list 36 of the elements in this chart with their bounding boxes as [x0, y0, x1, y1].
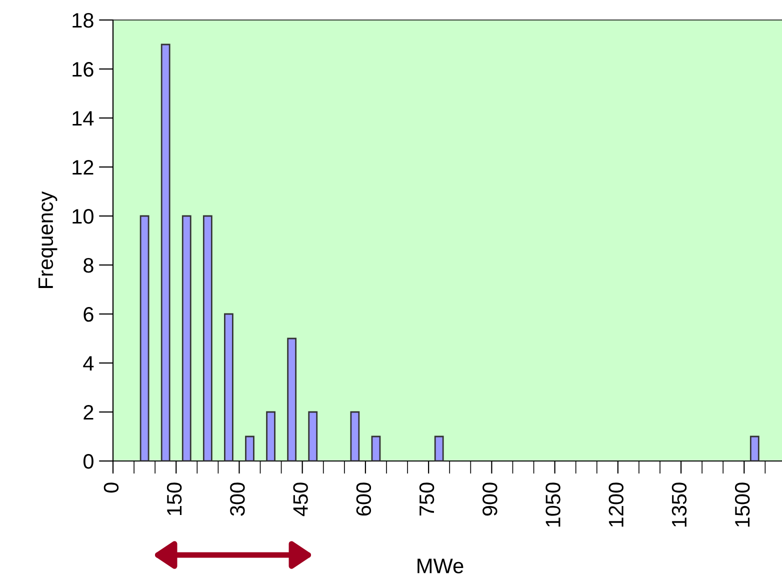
x-tick-label: 1350: [672, 482, 687, 527]
bar: [750, 436, 760, 461]
y-tick-label: 2: [84, 405, 94, 420]
bar: [266, 411, 276, 461]
x-tick-label: 300: [230, 482, 245, 516]
y-tick-label: 18: [72, 13, 94, 28]
y-tick-label: 10: [72, 209, 94, 224]
x-tick-label: 600: [356, 482, 372, 516]
x-axis-title: MWe: [418, 558, 464, 574]
bar: [308, 411, 318, 461]
bar: [202, 215, 212, 461]
y-tick-label: 8: [84, 258, 94, 273]
bar: [350, 411, 360, 461]
x-tick-label: 150: [166, 482, 182, 515]
x-tick-label: 0: [104, 482, 119, 493]
y-tick-label: 12: [72, 160, 94, 175]
bar: [182, 215, 192, 461]
bar: [224, 313, 234, 461]
bar: [371, 436, 381, 461]
x-tick-label: 1500: [734, 482, 750, 527]
y-axis-title: Frequency: [38, 191, 58, 288]
y-tick-label: 6: [84, 307, 94, 322]
x-tick-label: 1200: [608, 482, 624, 527]
bar: [160, 44, 170, 461]
y-tick-label: 16: [72, 62, 94, 77]
x-tick-label: 450: [293, 482, 308, 516]
x-tick-label: 750: [419, 482, 434, 516]
x-tick-label: 1050: [546, 482, 560, 527]
bar: [434, 436, 444, 461]
y-tick-label: 4: [83, 356, 94, 371]
y-tick-label: 0: [83, 454, 94, 469]
x-tick-label: 900: [482, 482, 498, 516]
bar: [287, 338, 297, 461]
y-tick-label: 14: [72, 111, 94, 126]
bar: [140, 215, 150, 461]
bar: [245, 436, 254, 461]
